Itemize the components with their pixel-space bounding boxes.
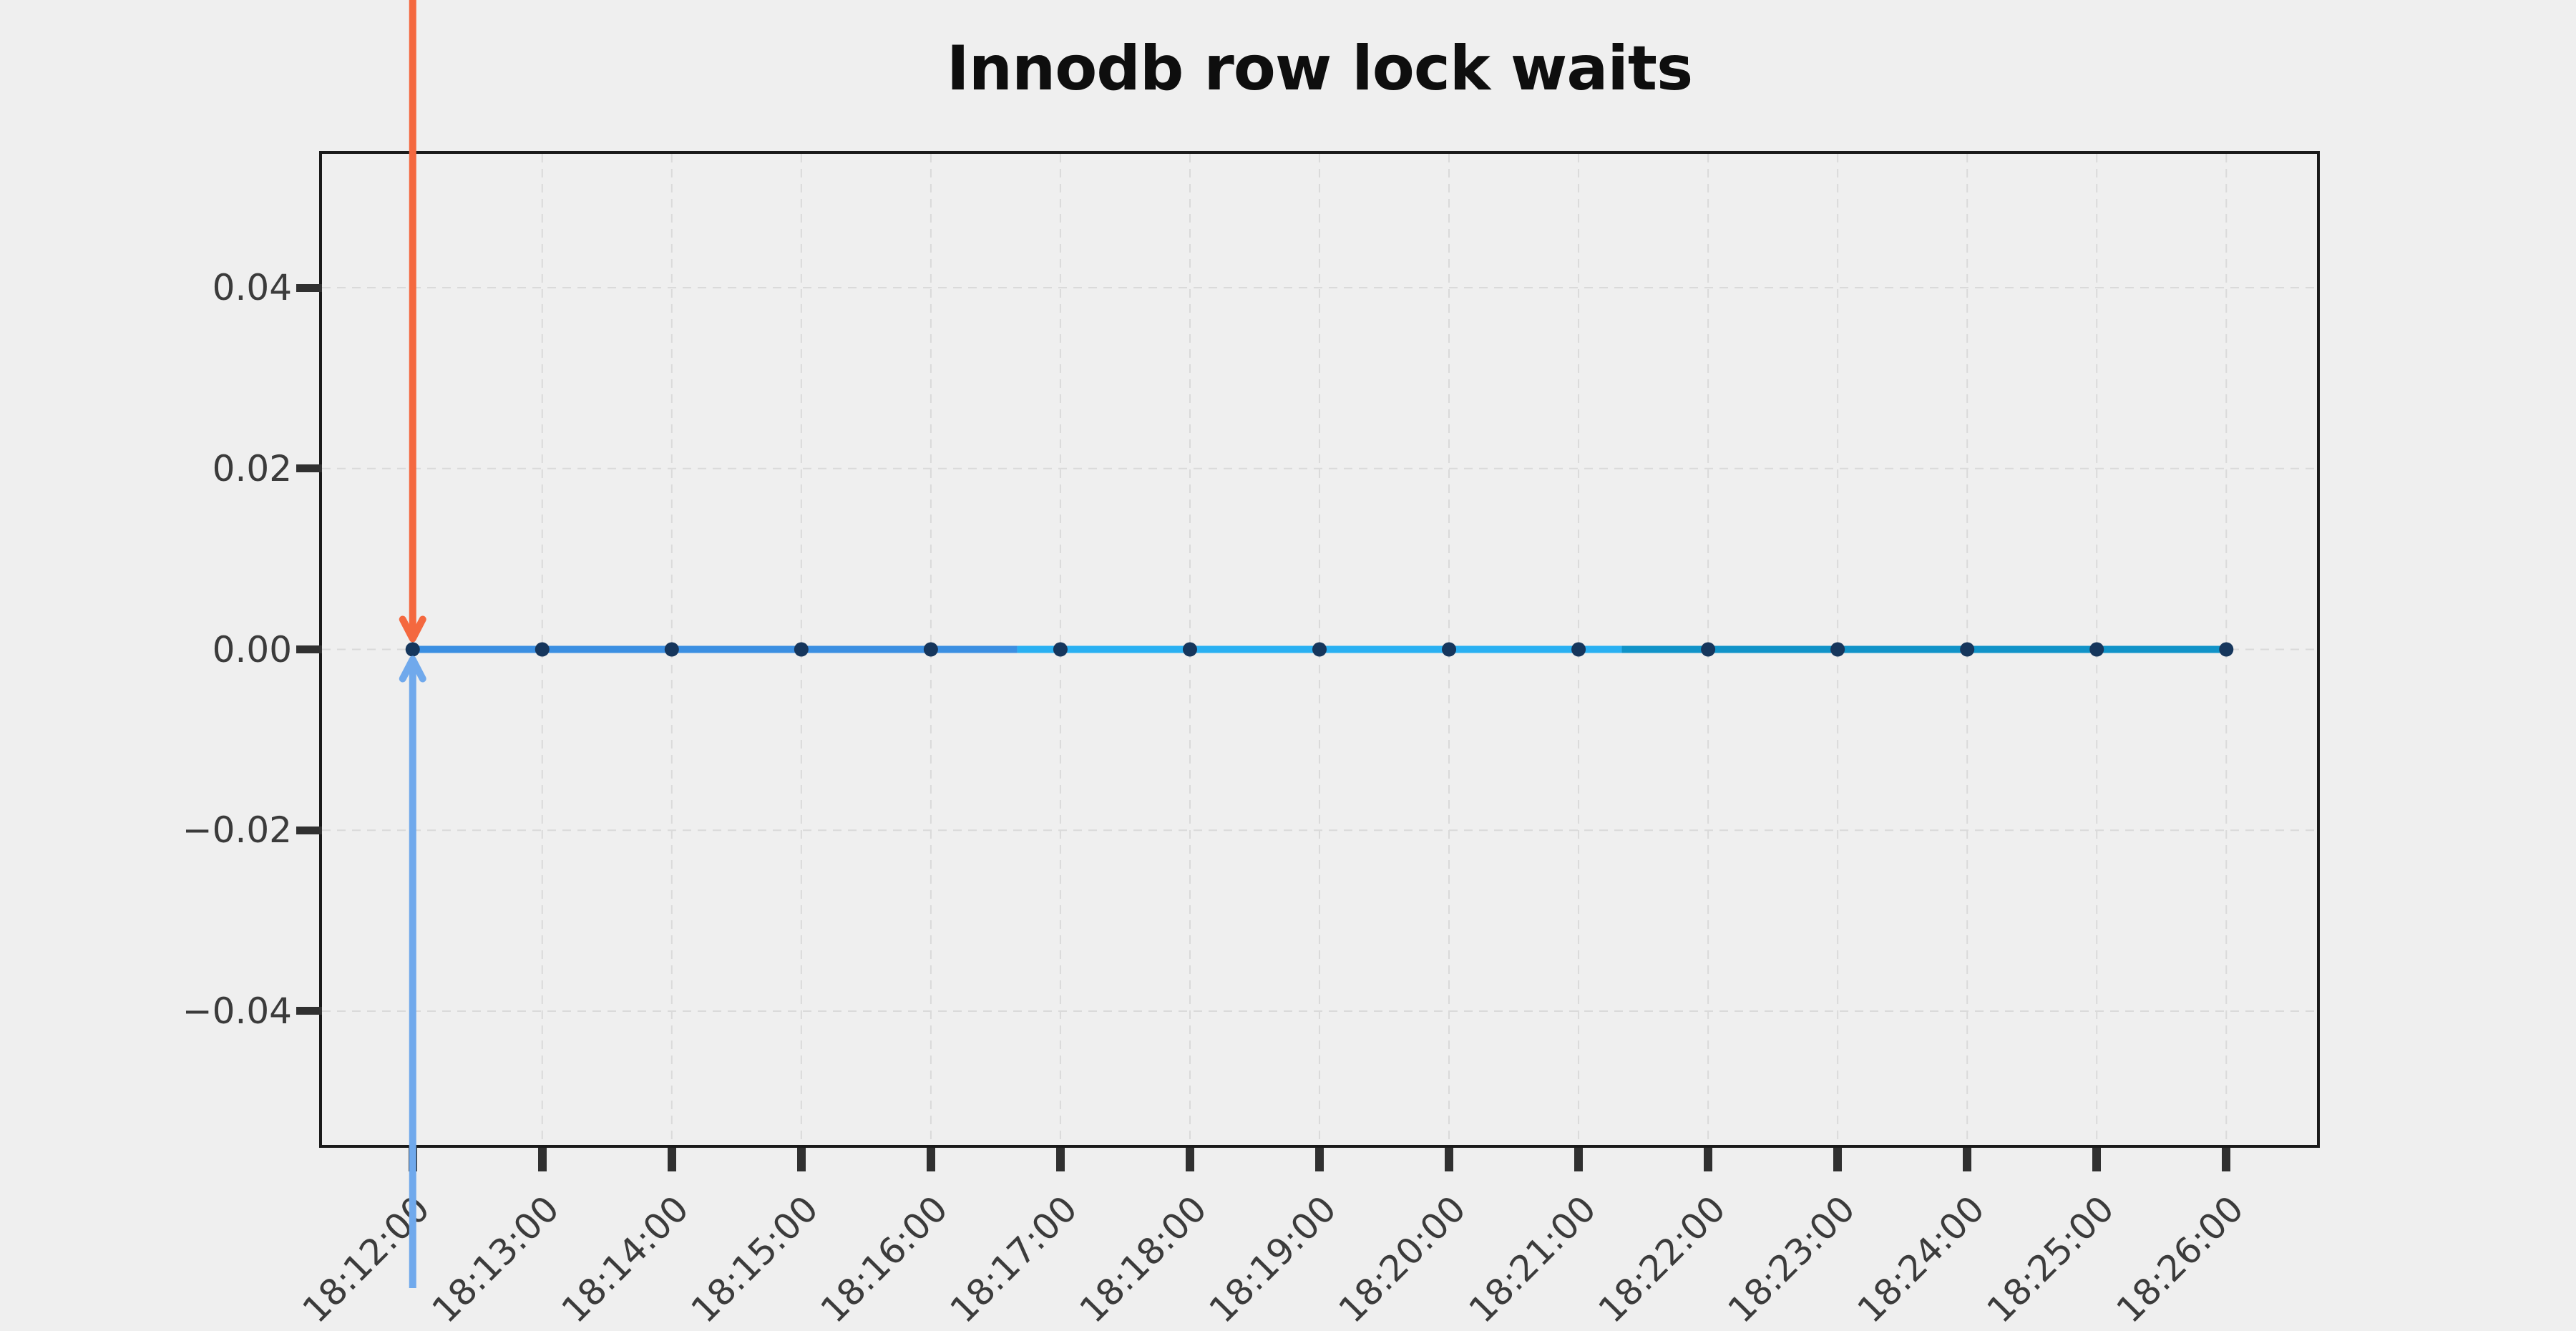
x-tick-label: 18:20:00 [1331,1188,1475,1331]
x-tick-label: 18:17:00 [942,1188,1085,1331]
data-point [1442,642,1457,657]
data-point [2219,642,2234,657]
data-point [1571,642,1586,657]
plot-canvas [322,154,2317,1145]
data-point [1312,642,1327,657]
plot-area [319,151,2320,1148]
x-tick-mark [408,1148,417,1171]
x-tick-label: 18:18:00 [1072,1188,1215,1331]
data-point [535,642,550,657]
x-tick-mark [667,1148,676,1171]
x-tick-label: 18:23:00 [1719,1188,1863,1331]
x-tick-label: 18:21:00 [1460,1188,1604,1331]
x-tick-label: 18:13:00 [424,1188,567,1331]
y-tick-label: 0.04 [212,267,292,309]
x-tick-mark [1833,1148,1843,1171]
data-point [923,642,938,657]
x-tick-label: 18:19:00 [1201,1188,1345,1331]
y-tick-label: −0.02 [182,809,292,852]
x-tick-label: 18:26:00 [2108,1188,2252,1331]
chart-title: Innodb row lock waits [946,33,1693,104]
x-tick-label: 18:25:00 [1979,1188,2122,1331]
x-tick-mark [1963,1148,1972,1171]
figure: Innodb row lock waits 0.04 0.02 0.00 −0.02 −… [182,0,2320,1331]
data-point [1960,642,1975,657]
data-point [2089,642,2104,657]
data-point [664,642,679,657]
y-tick-label: −0.04 [182,990,292,1032]
data-point [794,642,809,657]
x-tick-label: 18:24:00 [1849,1188,1993,1331]
data-point [1701,642,1716,657]
x-tick-label: 18:14:00 [554,1188,697,1331]
x-tick-mark [1315,1148,1324,1171]
data-point [1830,642,1845,657]
y-tick-mark [296,645,322,653]
y-tick-label: 0.02 [212,447,292,489]
y-tick-mark [296,464,322,473]
data-point [1053,642,1068,657]
y-tick-label: 0.00 [212,628,292,671]
x-tick-label: 18:16:00 [813,1188,956,1331]
y-tick-mark [296,826,322,834]
x-tick-mark [1055,1148,1065,1171]
x-tick-mark [796,1148,806,1171]
x-tick-mark [2092,1148,2102,1171]
x-tick-mark [1185,1148,1194,1171]
x-tick-mark [926,1148,935,1171]
x-tick-mark [537,1148,547,1171]
y-tick-mark [296,283,322,292]
x-tick-mark [2222,1148,2231,1171]
x-tick-mark [1445,1148,1454,1171]
x-tick-label: 18:22:00 [1590,1188,1734,1331]
y-tick-mark [296,1007,322,1015]
data-point [1182,642,1197,657]
x-tick-mark [1704,1148,1713,1171]
x-tick-label: 18:15:00 [683,1188,826,1331]
x-tick-mark [1574,1148,1584,1171]
data-point [405,642,420,657]
x-tick-label: 18:12:00 [294,1188,438,1331]
